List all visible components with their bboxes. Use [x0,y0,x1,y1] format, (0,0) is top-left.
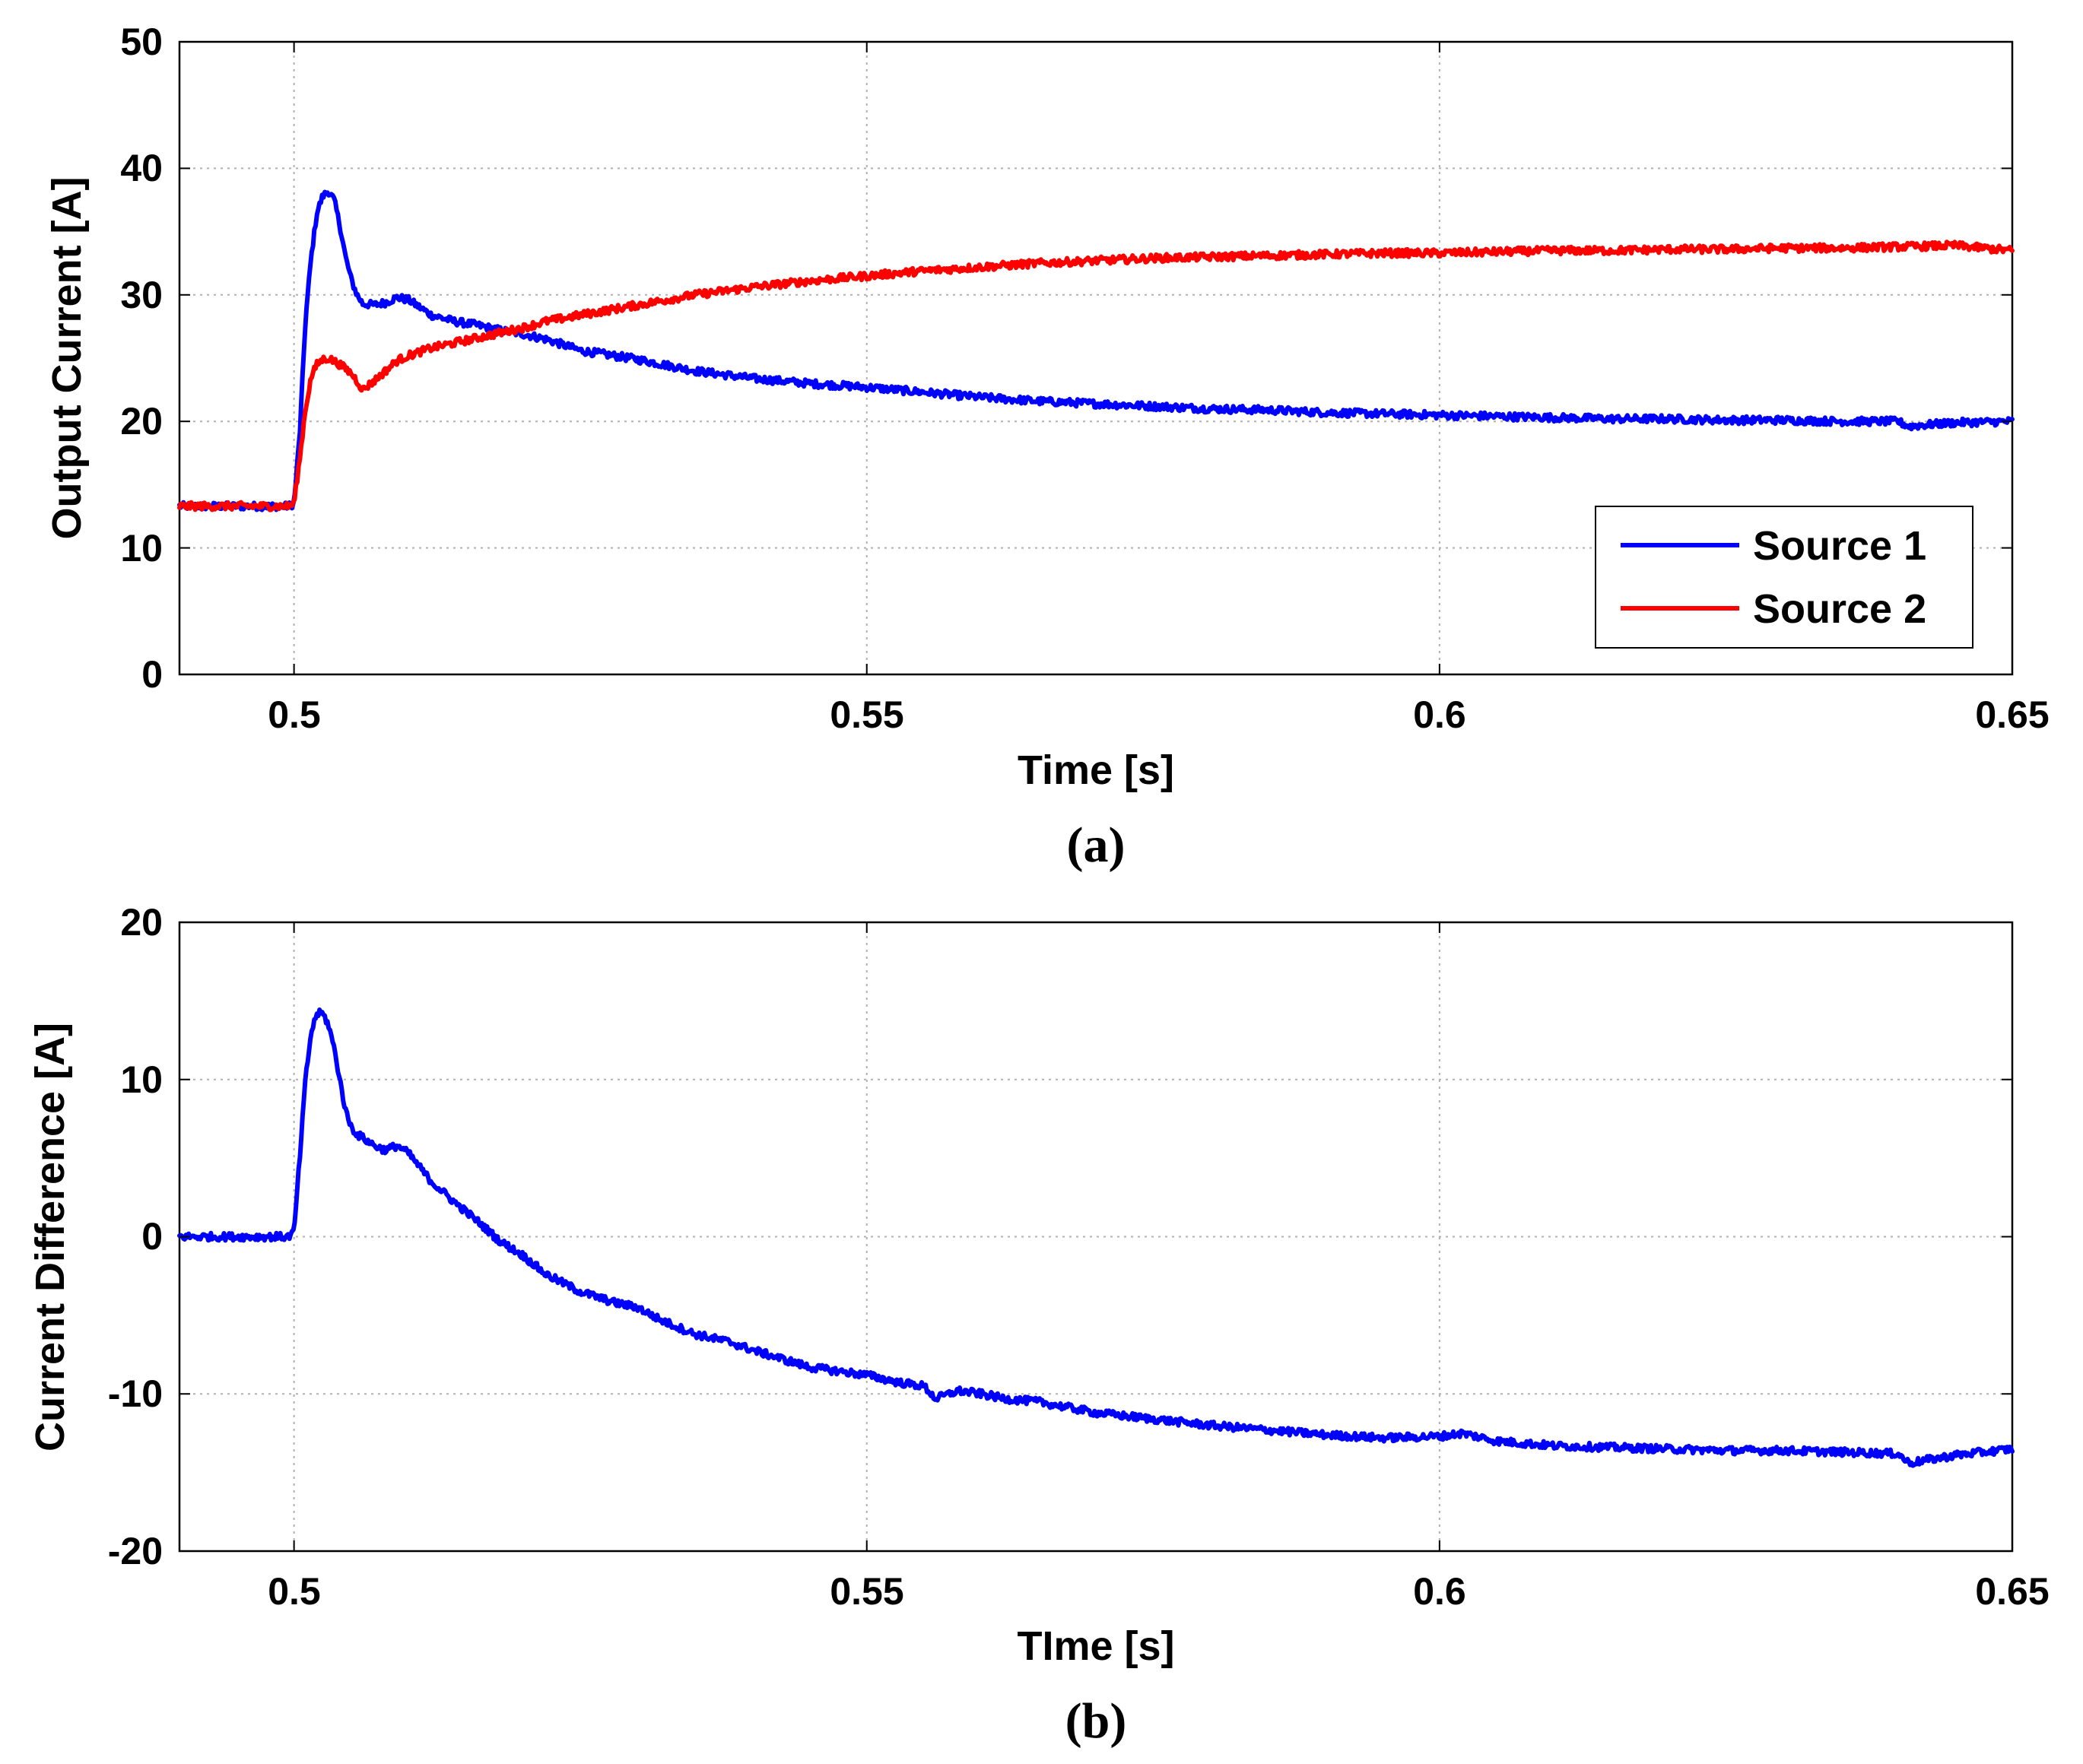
x-tick-label: 0.65 [1975,1570,2049,1613]
y-axis-label-a: Output Current [A] [44,177,90,540]
caption-a: (a) [1067,817,1126,873]
series-group-b [177,1007,2015,1468]
y-tick-label: 0 [141,1215,163,1258]
caption-b: (b) [1065,1693,1127,1749]
y-tick-label: -20 [108,1530,163,1572]
y-tick-label: -10 [108,1372,163,1415]
grid-b [179,922,2012,1551]
plot-frame-a [178,40,2014,676]
legend-box [1595,506,1973,649]
x-tick-label: 0.6 [1413,693,1466,736]
x-tick-label: 0.5 [268,1570,321,1613]
y-tick-label: 0 [141,653,163,696]
y-tick-label: 40 [120,147,163,189]
x-tick-label: 0.65 [1975,693,2049,736]
chart-b: -20 -10 0 10 20 0.5 0.55 0.6 0.65 TIme [… [27,901,2050,1749]
x-axis-label-b: TIme [s] [1017,1623,1174,1669]
y-axis-label-b: Current Difference [A] [27,1023,73,1451]
legend-label-source-1: Source 1 [1753,523,1926,569]
y-tick-label: 30 [120,274,163,316]
series-line-a-1 [177,189,2015,512]
y-tick-label: 10 [120,1058,163,1101]
y-tick-label: 20 [120,901,163,944]
y-tick-label: 50 [120,21,163,63]
y-tick-label: 10 [120,527,163,569]
series-line-a-2 [177,240,2015,512]
ticks-a [179,41,2013,675]
x-tick-label: 0.6 [1413,1570,1466,1613]
ticks-b [179,922,2013,1552]
x-tick-label: 0.55 [830,1570,903,1613]
chart-a: 0 10 20 30 40 50 0.5 0.55 0.6 0.65 Time … [44,21,2050,873]
legend: Source 1 Source 2 [1595,506,1973,649]
x-tick-label: 0.55 [830,693,903,736]
x-tick-label: 0.5 [268,693,321,736]
y-tick-label: 20 [120,400,163,443]
series-group-a [177,189,2015,512]
legend-label-source-2: Source 2 [1753,586,1926,632]
series-line-b-1 [177,1007,2015,1468]
x-axis-label-a: Time [s] [1018,747,1174,793]
